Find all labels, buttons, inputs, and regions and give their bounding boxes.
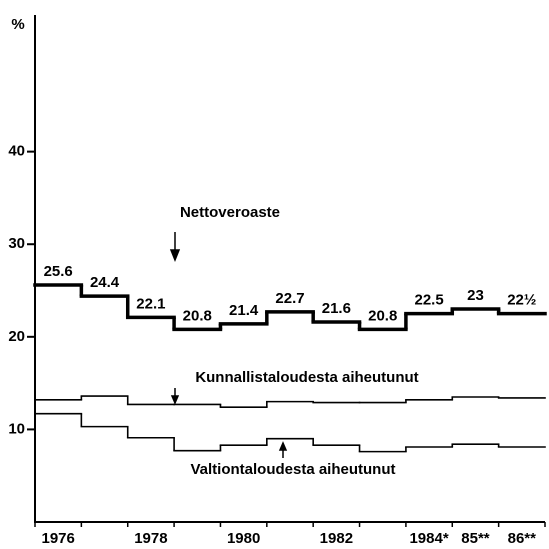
y-tick-label: 10 [8, 420, 25, 437]
annotation: Nettoveroaste [180, 204, 280, 221]
arrow [170, 388, 180, 405]
x-tick-label: 1978 [134, 530, 167, 547]
data-label: 22.7 [275, 290, 304, 307]
data-label: 21.6 [322, 300, 351, 317]
data-label: 22.1 [136, 295, 165, 312]
x-tick-label: 1980 [227, 530, 260, 547]
data-label: 22½ [507, 292, 536, 309]
x-tick-label: 1984* [409, 530, 448, 547]
x-tick-label: 1982 [320, 530, 353, 547]
data-label: 23 [467, 287, 484, 304]
y-tick-label: 30 [8, 235, 25, 252]
y-tick-label: 20 [8, 328, 25, 345]
y-tick-label: 40 [8, 143, 25, 160]
data-label: 20.8 [368, 307, 397, 324]
x-tick-label: 86** [508, 530, 537, 547]
data-label: 22.5 [414, 292, 443, 309]
annotation: Kunnallistaloudesta aiheutunut [195, 369, 418, 386]
arrow [278, 441, 288, 458]
x-tick-label: 85** [461, 530, 490, 547]
arrow [169, 232, 181, 263]
y-axis-label: % [11, 16, 24, 33]
data-label: 24.4 [90, 274, 120, 291]
data-label: 25.6 [44, 263, 73, 280]
data-label: 20.8 [183, 307, 212, 324]
data-label: 21.4 [229, 302, 259, 319]
annotation: Valtiontaloudesta aiheutunut [190, 461, 395, 478]
x-tick-label: 1976 [41, 530, 74, 547]
